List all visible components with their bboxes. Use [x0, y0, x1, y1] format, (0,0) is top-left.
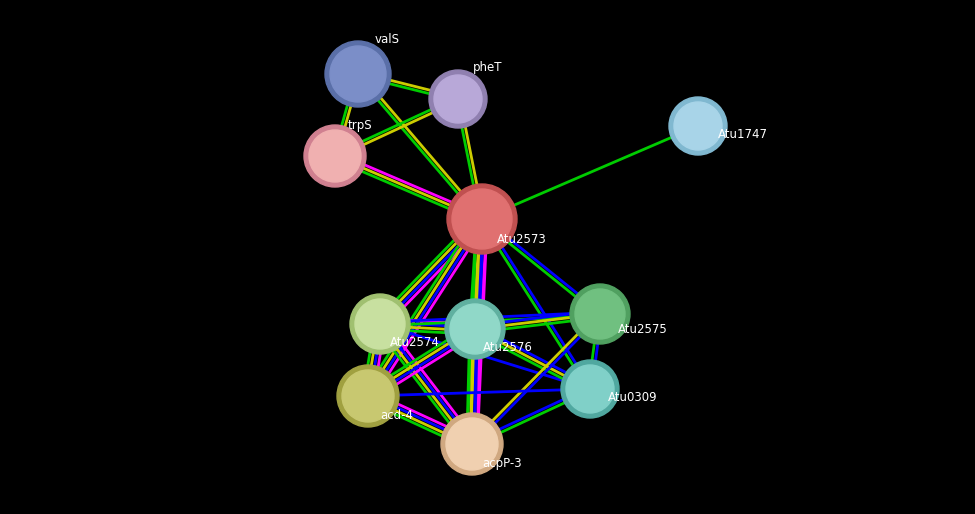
Circle shape: [561, 360, 619, 418]
Text: valS: valS: [375, 33, 400, 46]
Text: acpP-3: acpP-3: [482, 457, 522, 470]
Circle shape: [434, 75, 482, 123]
Text: Atu2573: Atu2573: [497, 233, 547, 246]
Circle shape: [309, 130, 361, 182]
Circle shape: [669, 97, 727, 155]
Circle shape: [350, 294, 410, 354]
Circle shape: [445, 299, 505, 359]
Text: acd-4: acd-4: [380, 409, 413, 422]
Circle shape: [325, 41, 391, 107]
Circle shape: [570, 284, 630, 344]
Circle shape: [446, 418, 498, 470]
Text: pheT: pheT: [473, 61, 502, 74]
Circle shape: [447, 184, 517, 254]
Circle shape: [429, 70, 487, 128]
Text: Atu2576: Atu2576: [483, 341, 533, 354]
Circle shape: [441, 413, 503, 475]
Text: trpS: trpS: [348, 119, 372, 132]
Circle shape: [566, 365, 614, 413]
Circle shape: [337, 365, 399, 427]
Circle shape: [304, 125, 366, 187]
Circle shape: [450, 304, 500, 354]
Text: Atu2575: Atu2575: [618, 323, 668, 336]
Circle shape: [575, 289, 625, 339]
Circle shape: [330, 46, 386, 102]
Text: Atu1747: Atu1747: [718, 128, 768, 141]
Circle shape: [452, 189, 512, 249]
Circle shape: [342, 370, 394, 422]
Circle shape: [355, 299, 405, 349]
Text: Atu0309: Atu0309: [608, 391, 657, 404]
Circle shape: [674, 102, 722, 150]
Text: Atu2574: Atu2574: [390, 336, 440, 349]
